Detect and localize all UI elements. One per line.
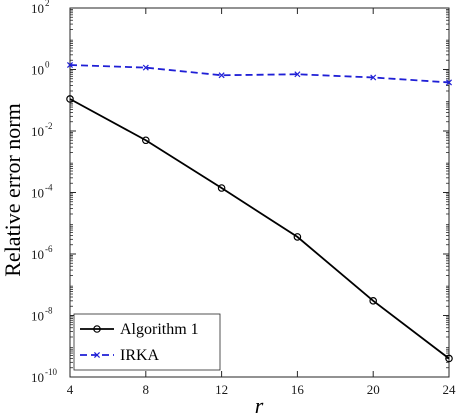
y-tick-exponent: -6 bbox=[45, 244, 53, 254]
data-point bbox=[66, 95, 74, 103]
x-marker-stroke bbox=[445, 79, 453, 86]
x-axis: 4 8 12 16 20 24 bbox=[67, 8, 456, 397]
data-point bbox=[142, 64, 149, 71]
x-tick-label: 20 bbox=[367, 382, 380, 397]
data-point bbox=[369, 297, 378, 305]
legend-item: Algorithm 1 bbox=[80, 321, 199, 338]
x-marker-stroke bbox=[142, 64, 149, 71]
x-marker-stroke bbox=[294, 71, 301, 78]
x-marker-stroke bbox=[370, 74, 377, 81]
y-tick-exponent: -8 bbox=[45, 306, 53, 316]
data-point bbox=[66, 61, 74, 69]
series-line bbox=[69, 98, 450, 360]
data-point bbox=[445, 79, 453, 86]
series-algorithm-1 bbox=[66, 95, 453, 363]
data-point bbox=[293, 233, 302, 241]
data-point bbox=[142, 136, 150, 145]
y-tick-label: 10 bbox=[31, 186, 44, 201]
legend-label: IRKA bbox=[120, 347, 160, 364]
series-layer bbox=[66, 61, 453, 363]
y-tick-label: 10 bbox=[31, 247, 44, 262]
data-point bbox=[370, 74, 377, 81]
y-tick-label: 10 bbox=[31, 370, 44, 385]
series-line bbox=[69, 64, 450, 84]
y-tick-label: 10 bbox=[31, 63, 44, 78]
y-tick-exponent: 0 bbox=[45, 60, 50, 70]
x-tick-label: 12 bbox=[215, 382, 228, 397]
legend-box bbox=[73, 313, 221, 371]
data-point bbox=[218, 72, 225, 79]
y-tick-exponent: -2 bbox=[45, 121, 53, 131]
x-tick-label: 4 bbox=[67, 382, 74, 397]
y-tick-exponent: 2 bbox=[45, 0, 50, 8]
legend-marker bbox=[93, 325, 101, 333]
series-irka bbox=[66, 61, 453, 86]
y-tick-label: 10 bbox=[31, 309, 44, 324]
x-marker-stroke bbox=[66, 61, 74, 69]
legend-label: Algorithm 1 bbox=[120, 321, 199, 338]
data-point bbox=[217, 184, 226, 192]
x-tick-label: 16 bbox=[291, 382, 305, 397]
legend-item: IRKA bbox=[80, 347, 160, 364]
y-tick-exponent: -4 bbox=[45, 183, 53, 193]
x-tick-label: 8 bbox=[143, 382, 150, 397]
legend: Algorithm 1 IRKA bbox=[73, 313, 221, 371]
y-tick-label: 10 bbox=[31, 124, 44, 139]
x-marker-stroke bbox=[218, 72, 225, 79]
y-axis-label: Relative error norm bbox=[0, 103, 25, 277]
legend-marker bbox=[93, 351, 101, 359]
y-tick-exponent: -10 bbox=[45, 367, 57, 377]
data-point bbox=[294, 71, 301, 78]
x-tick-label: 24 bbox=[443, 382, 457, 397]
data-point bbox=[445, 354, 453, 363]
x-axis-label: r bbox=[255, 393, 264, 417]
y-tick-label: 10 bbox=[31, 1, 44, 16]
